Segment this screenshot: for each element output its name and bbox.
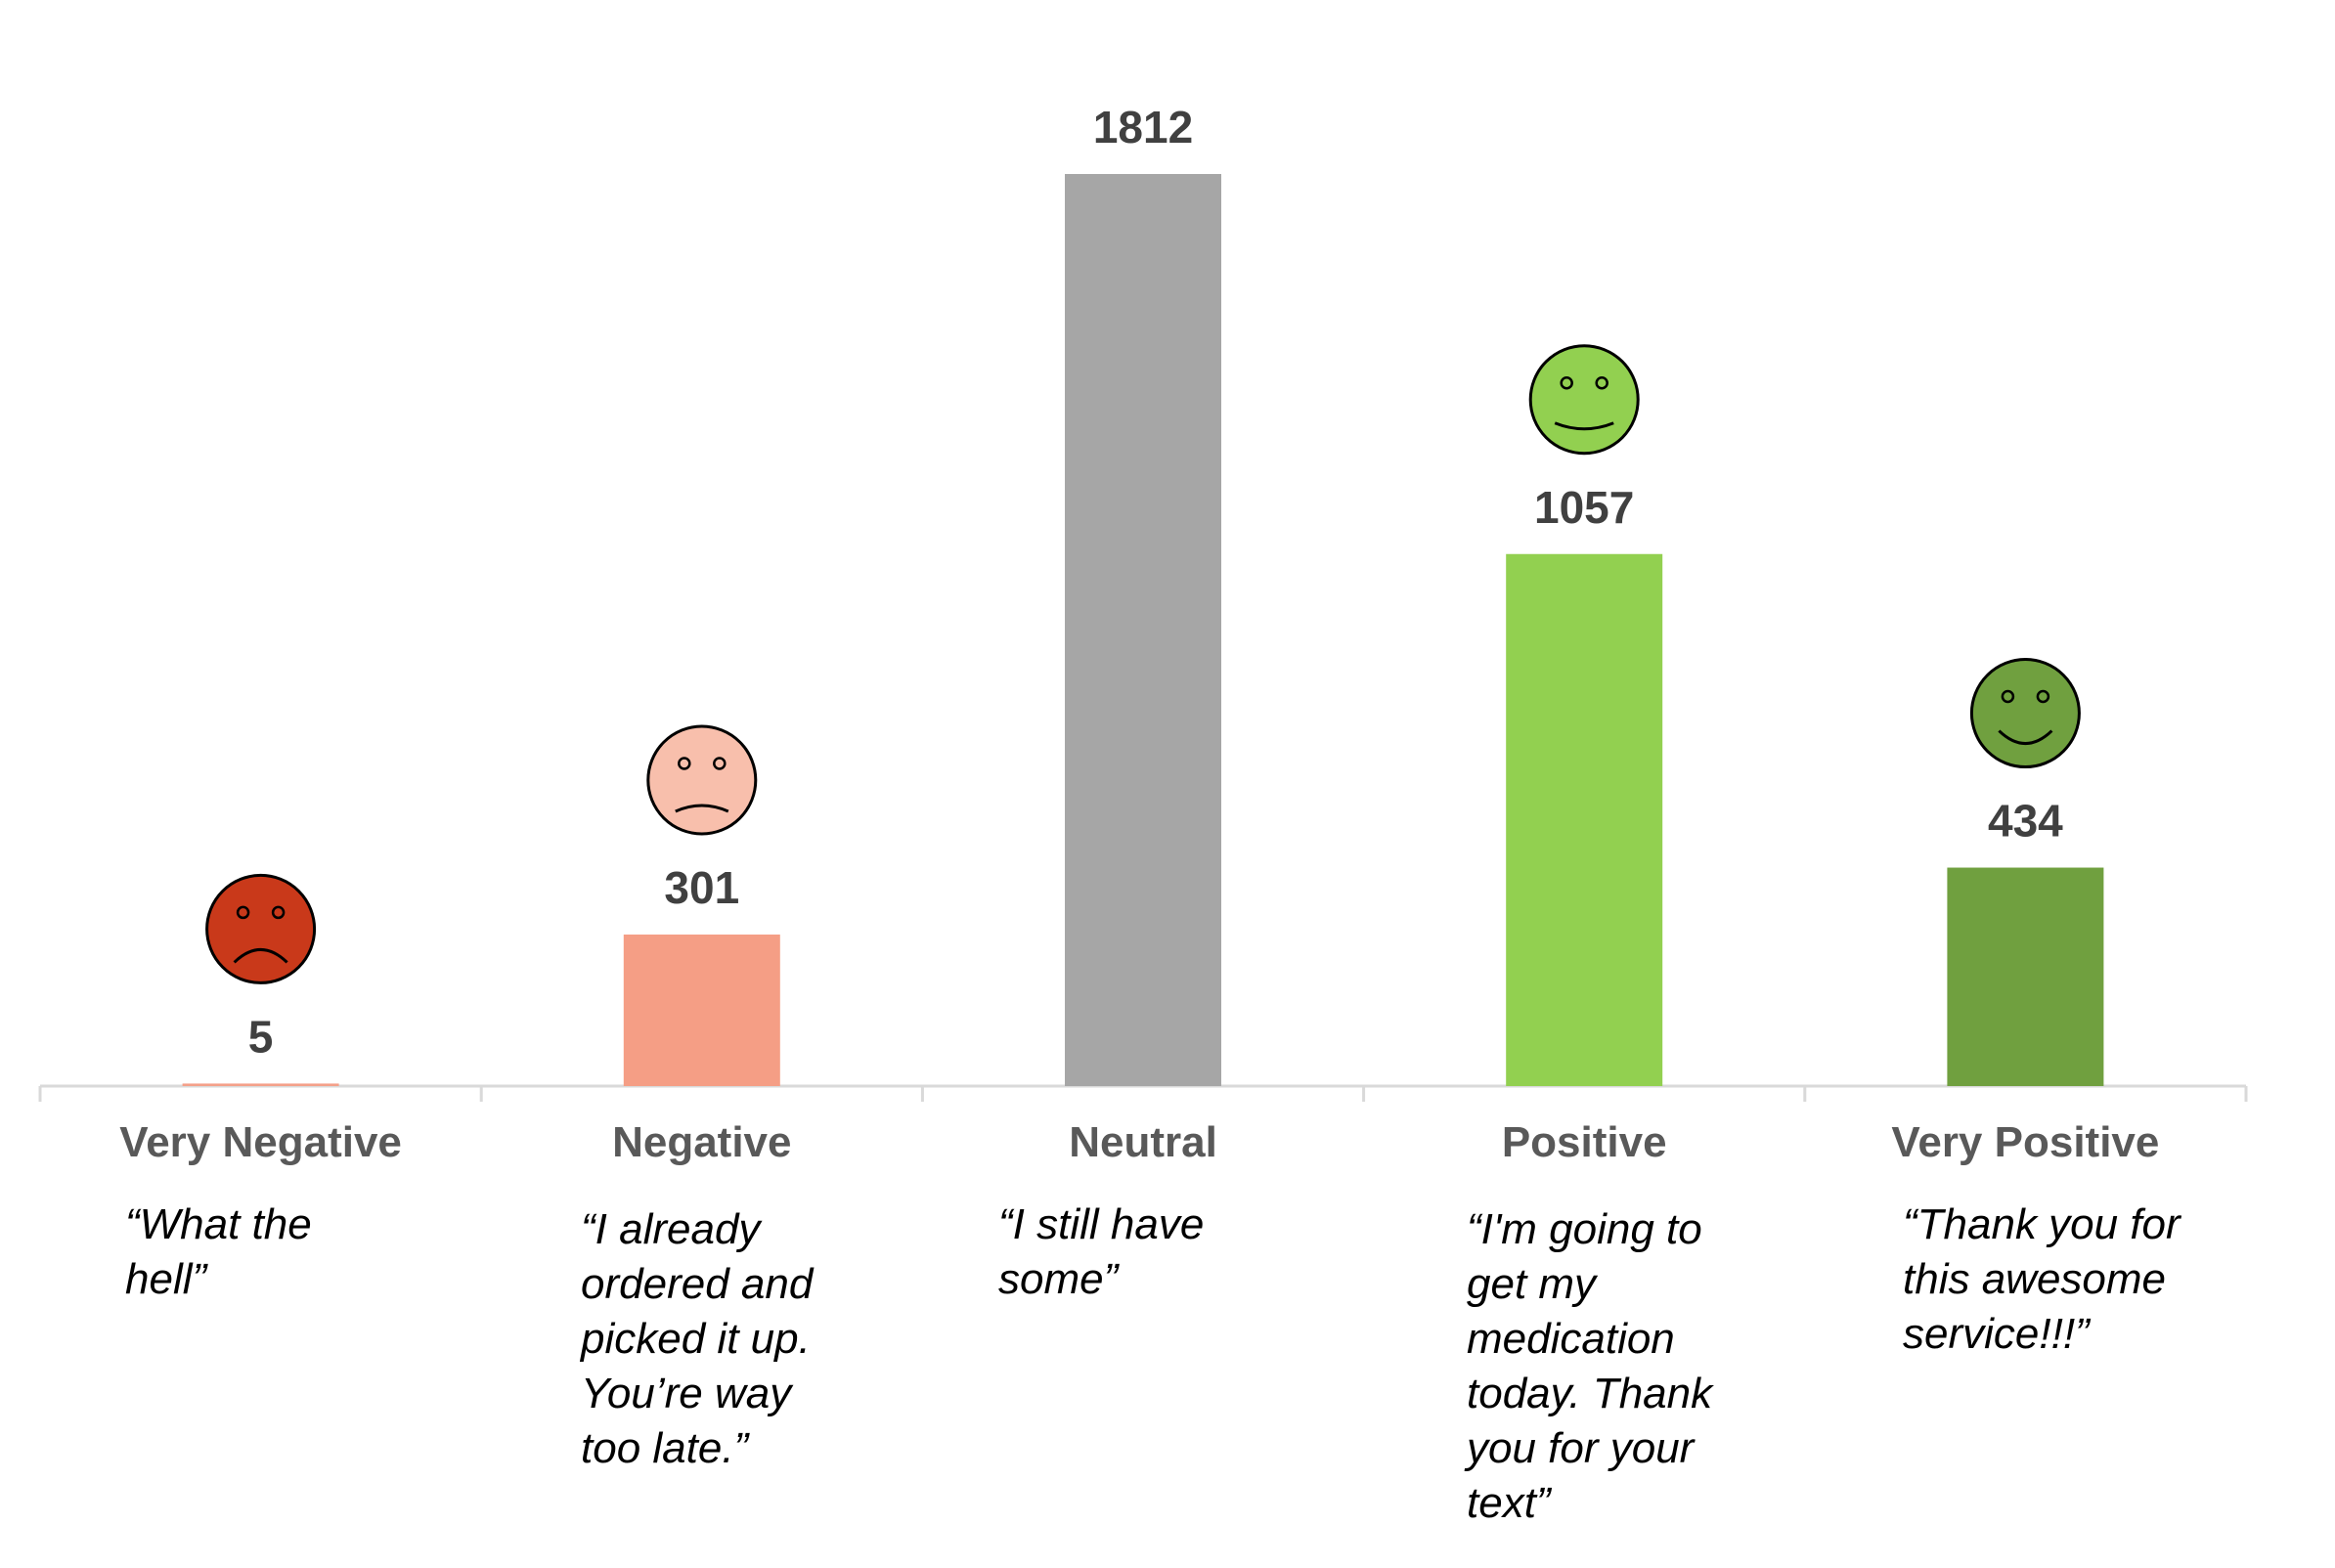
data-label: 301 <box>664 862 739 913</box>
happy-face-icon <box>1528 344 1640 456</box>
face-mouth <box>1998 729 2053 745</box>
category-quote: “I'm going to get my medication today. T… <box>1467 1205 1713 1527</box>
category-quote: “Thank you for this awesome service!!!” <box>1903 1200 2181 1358</box>
face-circle <box>646 724 758 836</box>
category-quote: “What the hell” <box>125 1200 312 1303</box>
very-sad-face-icon <box>205 873 317 984</box>
face-eye-left <box>678 757 691 770</box>
face-eye-right <box>2036 689 2050 704</box>
category-label: Positive <box>1502 1118 1667 1166</box>
face-circle <box>1969 658 2081 769</box>
face-eye-left <box>236 905 250 920</box>
category-label: Very Negative <box>119 1118 402 1166</box>
bar-positive <box>1506 553 1663 1086</box>
bar-negative <box>623 935 780 1086</box>
face-circle <box>205 873 317 984</box>
face-mouth <box>233 948 288 964</box>
face-eye-left <box>2001 689 2015 704</box>
face-circle <box>1528 344 1640 456</box>
face-mouth <box>675 804 729 813</box>
bar-very-positive <box>1947 867 2104 1086</box>
sad-face-icon <box>646 724 758 836</box>
data-label: 434 <box>1988 796 2063 847</box>
bar-very-negative <box>182 1083 339 1086</box>
category-label: Negative <box>612 1118 791 1166</box>
bar-neutral <box>1065 174 1221 1086</box>
category-quote: “I still have some” <box>998 1200 1205 1303</box>
category-label: Neutral <box>1069 1118 1217 1166</box>
face-eye-right <box>1595 376 1608 390</box>
category-label: Very Positive <box>1891 1118 2159 1166</box>
face-eye-right <box>271 905 286 920</box>
data-label: 5 <box>248 1011 274 1062</box>
data-label: 1812 <box>1093 102 1193 152</box>
face-eye-left <box>1560 376 1573 390</box>
face-mouth <box>1554 421 1614 431</box>
very-happy-face-icon <box>1969 658 2081 769</box>
face-eye-right <box>713 757 727 770</box>
category-quote: “I already ordered and picked it up. You… <box>581 1205 814 1472</box>
data-label: 1057 <box>1534 482 1634 533</box>
